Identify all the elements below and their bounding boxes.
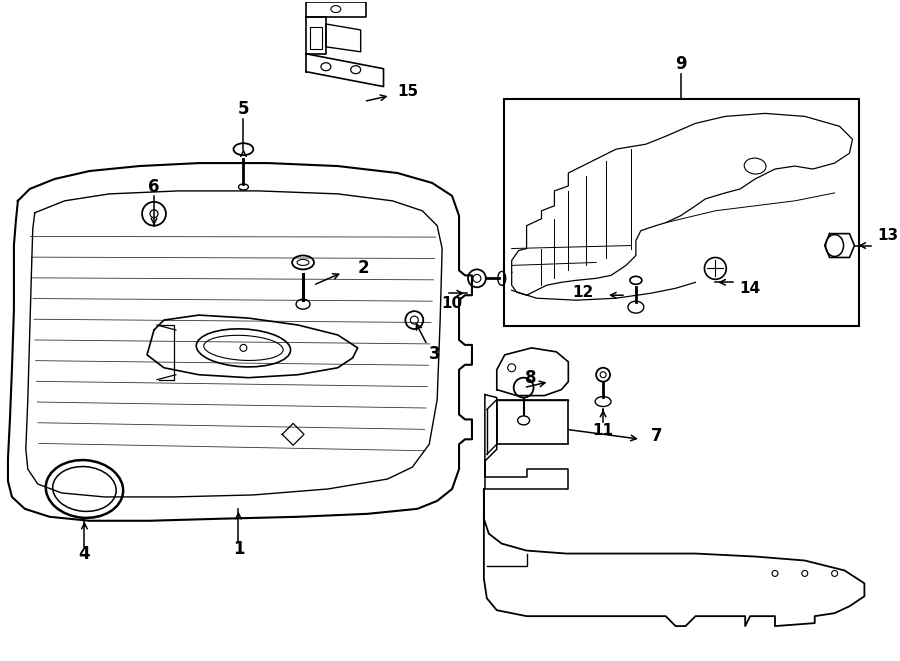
Text: 1: 1 (233, 539, 244, 558)
Text: 10: 10 (442, 295, 463, 311)
Text: 6: 6 (148, 178, 160, 196)
Text: 11: 11 (592, 423, 614, 438)
Text: 3: 3 (429, 345, 441, 363)
Bar (504, 100, 860, 326)
Text: 4: 4 (78, 545, 90, 563)
Text: 12: 12 (572, 285, 593, 299)
Text: 5: 5 (238, 100, 249, 118)
Text: 9: 9 (675, 55, 687, 73)
Text: 15: 15 (398, 84, 418, 99)
Text: 13: 13 (878, 228, 898, 243)
Text: 14: 14 (739, 281, 760, 295)
Bar (310, 27, 322, 49)
Bar (497, 399, 568, 444)
Text: 7: 7 (651, 427, 662, 446)
Text: 8: 8 (525, 369, 536, 387)
Text: 2: 2 (357, 259, 369, 278)
